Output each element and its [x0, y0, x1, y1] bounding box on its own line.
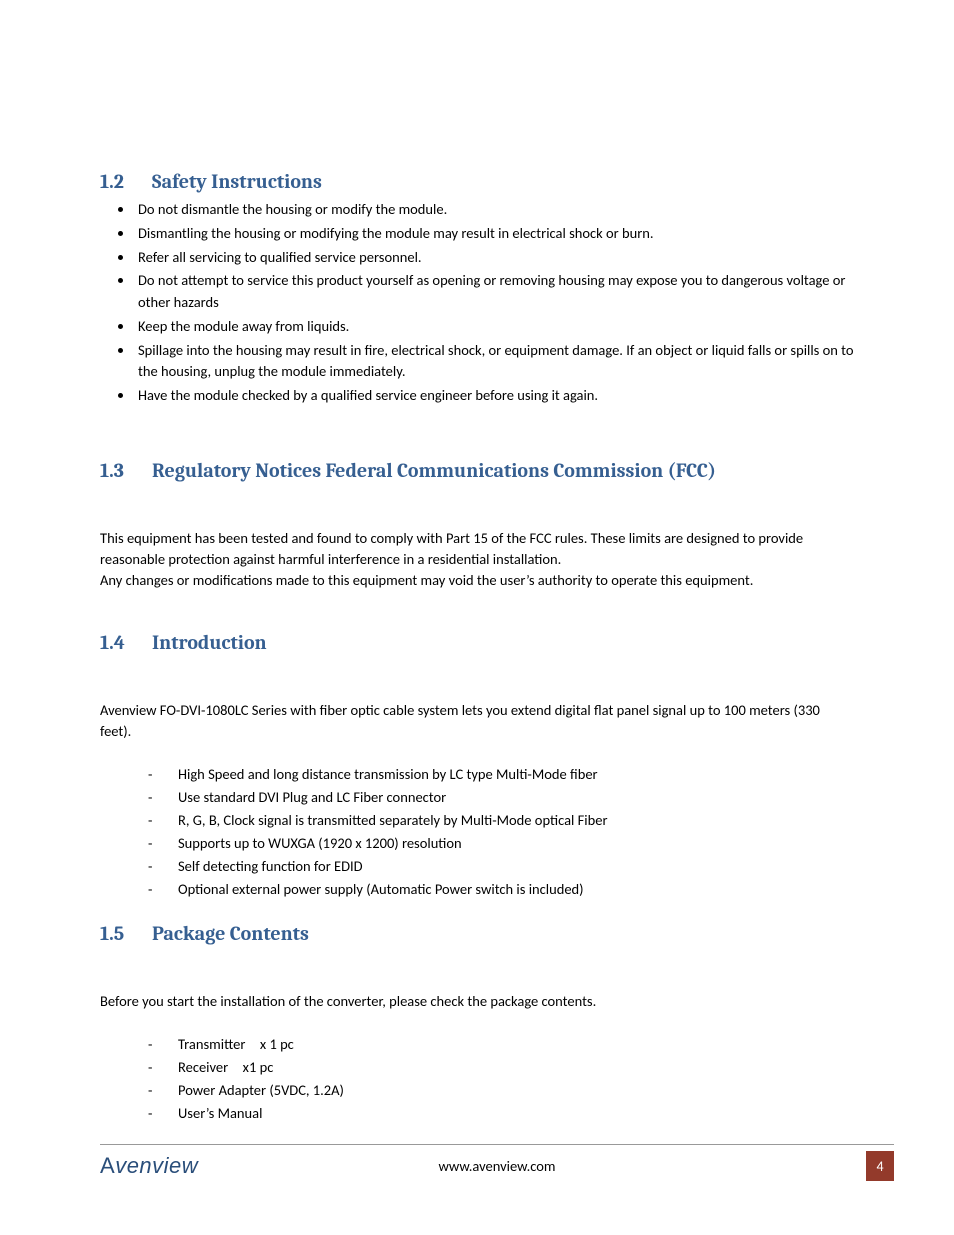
brand-logo: Avenview [100, 1153, 198, 1179]
heading-1-4: 1.4Introduction [100, 631, 854, 654]
heading-1-3: 1.3Regulatory Notices Federal Communicat… [100, 459, 854, 482]
safety-bullet-list: Do not dismantle the housing or modify t… [134, 199, 854, 407]
heading-1-5: 1.5Package Contents [100, 922, 854, 945]
list-item: Have the module checked by a qualified s… [134, 385, 854, 407]
list-item: Do not attempt to service this product y… [134, 270, 854, 314]
heading-1-2: 1.2Safety Instructions [100, 170, 854, 193]
page-footer: Avenview www.avenview.com 4 [100, 1144, 894, 1181]
list-item: R, G, B, Clock signal is transmitted sep… [148, 810, 854, 831]
list-item: Use standard DVI Plug and LC Fiber conne… [148, 787, 854, 808]
heading-title: Regulatory Notices Federal Communication… [152, 459, 716, 482]
fcc-paragraph-2: Any changes or modifications made to thi… [100, 570, 854, 591]
list-item: Do not dismantle the housing or modify t… [134, 199, 854, 221]
intro-paragraph: Avenview FO-DVI-1080LC Series with fiber… [100, 700, 854, 742]
list-item: Optional external power supply (Automati… [148, 879, 854, 900]
list-item: Receiver x1 pc [148, 1057, 854, 1078]
heading-title: Safety Instructions [152, 170, 322, 193]
heading-title: Introduction [152, 631, 267, 654]
list-item: Self detecting function for EDID [148, 856, 854, 877]
heading-title: Package Contents [152, 922, 309, 945]
page-number-box: 4 [866, 1151, 894, 1181]
footer-url: www.avenview.com [100, 1157, 894, 1175]
list-item: Supports up to WUXGA (1920 x 1200) resol… [148, 833, 854, 854]
heading-number: 1.4 [100, 631, 152, 654]
package-contents-list: Transmitter x 1 pc Receiver x1 pc Power … [148, 1034, 854, 1124]
heading-number: 1.2 [100, 170, 152, 193]
list-item: High Speed and long distance transmissio… [148, 764, 854, 785]
list-item: Transmitter x 1 pc [148, 1034, 854, 1055]
list-item: Dismantling the housing or modifying the… [134, 223, 854, 245]
list-item: Refer all servicing to qualified service… [134, 247, 854, 269]
list-item: User’s Manual [148, 1103, 854, 1124]
fcc-paragraph-1: This equipment has been tested and found… [100, 528, 854, 570]
list-item: Keep the module away from liquids. [134, 316, 854, 338]
list-item: Spillage into the housing may result in … [134, 340, 854, 384]
list-item: Power Adapter (5VDC, 1.2A) [148, 1080, 854, 1101]
intro-feature-list: High Speed and long distance transmissio… [148, 764, 854, 900]
document-page: 1.2Safety Instructions Do not dismantle … [0, 0, 954, 1235]
heading-number: 1.5 [100, 922, 152, 945]
heading-number: 1.3 [100, 459, 152, 482]
package-paragraph: Before you start the installation of the… [100, 991, 854, 1012]
